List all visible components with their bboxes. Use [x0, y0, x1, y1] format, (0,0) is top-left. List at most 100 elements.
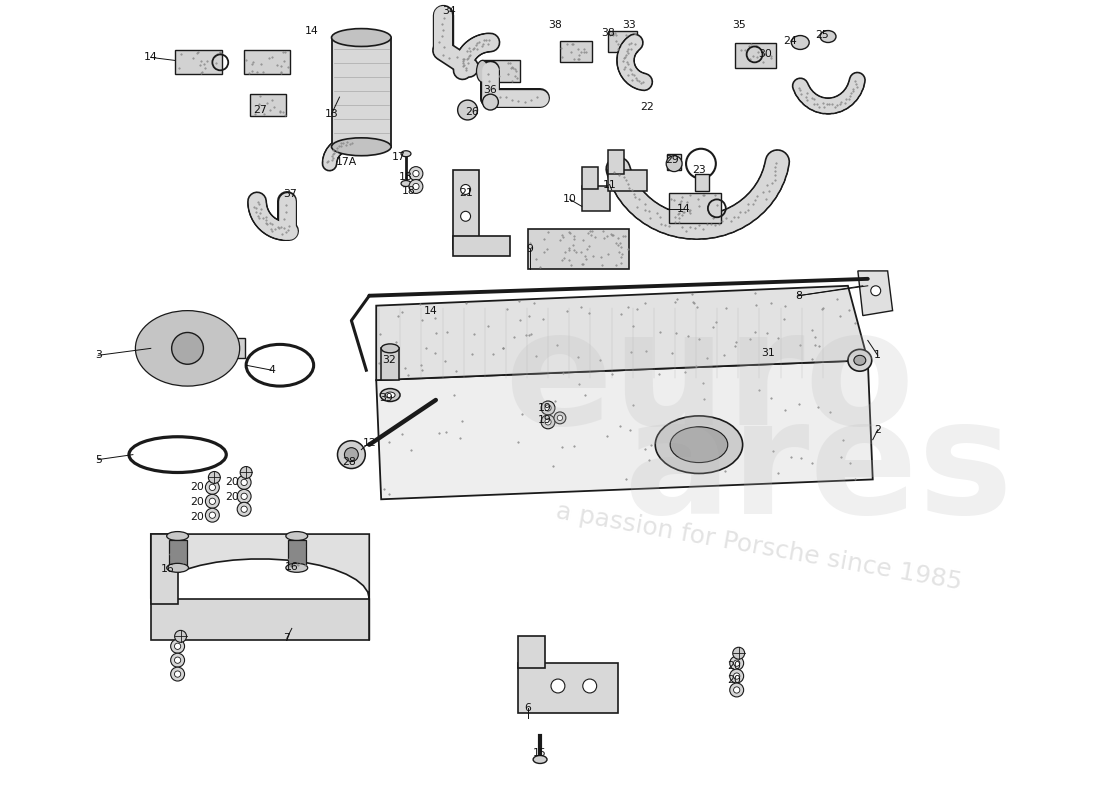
Circle shape [412, 183, 419, 190]
Circle shape [409, 179, 422, 194]
Polygon shape [376, 360, 872, 499]
Text: 28: 28 [342, 457, 356, 466]
Text: 17: 17 [393, 152, 406, 162]
Circle shape [238, 490, 251, 503]
Circle shape [541, 415, 556, 429]
Text: 14: 14 [144, 52, 157, 62]
Bar [483, 60, 520, 82]
Circle shape [209, 484, 216, 490]
Bar [331, 38, 392, 146]
Polygon shape [518, 636, 544, 668]
Ellipse shape [476, 60, 488, 82]
Circle shape [238, 475, 251, 490]
Circle shape [175, 671, 180, 678]
Ellipse shape [402, 181, 411, 186]
Text: 14: 14 [424, 306, 438, 316]
Ellipse shape [382, 344, 399, 353]
Circle shape [208, 471, 220, 483]
Text: 3: 3 [95, 350, 101, 360]
Text: ares: ares [623, 392, 1013, 547]
Circle shape [544, 405, 551, 411]
Text: 17A: 17A [336, 157, 358, 166]
Text: 7: 7 [284, 634, 290, 643]
Bar [244, 50, 289, 74]
Ellipse shape [402, 150, 411, 157]
Text: 18: 18 [403, 186, 416, 197]
Text: 19: 19 [538, 403, 552, 413]
Circle shape [338, 441, 365, 469]
Circle shape [733, 647, 745, 659]
Text: 23: 23 [692, 165, 706, 174]
Polygon shape [695, 174, 708, 191]
Circle shape [241, 479, 248, 486]
Text: 20: 20 [190, 482, 205, 492]
Circle shape [667, 156, 682, 171]
Circle shape [734, 673, 740, 679]
Circle shape [461, 211, 471, 222]
Circle shape [544, 418, 551, 425]
Ellipse shape [167, 531, 188, 541]
Ellipse shape [331, 138, 392, 156]
Bar [382, 348, 399, 380]
Polygon shape [518, 663, 617, 713]
Polygon shape [607, 170, 647, 191]
Text: 13: 13 [324, 109, 339, 119]
Text: 11: 11 [603, 179, 616, 190]
Ellipse shape [286, 531, 308, 541]
Bar [250, 94, 286, 116]
Text: 4: 4 [268, 366, 275, 375]
Text: 20: 20 [727, 661, 740, 671]
Ellipse shape [821, 30, 836, 42]
Bar [168, 540, 187, 568]
Ellipse shape [656, 416, 743, 474]
Text: 6: 6 [525, 703, 531, 713]
Text: 5: 5 [95, 454, 101, 465]
Circle shape [170, 639, 185, 654]
Circle shape [209, 498, 216, 505]
Ellipse shape [534, 755, 547, 763]
Circle shape [729, 656, 744, 670]
Circle shape [729, 683, 744, 697]
Text: 2: 2 [874, 425, 881, 434]
Ellipse shape [154, 324, 221, 373]
Polygon shape [208, 338, 245, 358]
Text: 14: 14 [678, 204, 691, 214]
Text: 32: 32 [383, 355, 396, 366]
Circle shape [238, 502, 251, 516]
Polygon shape [582, 166, 597, 190]
Ellipse shape [854, 355, 866, 366]
Text: 26: 26 [465, 107, 480, 117]
Text: 21: 21 [459, 189, 473, 198]
Circle shape [734, 660, 740, 666]
Circle shape [409, 166, 422, 181]
Polygon shape [376, 286, 868, 380]
Text: 38: 38 [601, 27, 615, 38]
Circle shape [241, 493, 248, 499]
Circle shape [558, 415, 562, 421]
Bar [607, 30, 637, 53]
Text: 8: 8 [795, 290, 802, 301]
Text: 16: 16 [161, 564, 175, 574]
Text: 31: 31 [761, 348, 776, 358]
Text: 33: 33 [623, 20, 636, 30]
Bar [175, 50, 222, 74]
Circle shape [209, 512, 216, 518]
Bar [288, 540, 306, 568]
Bar [735, 42, 777, 68]
Bar [528, 229, 629, 269]
Circle shape [729, 669, 744, 683]
Text: 29: 29 [666, 154, 679, 165]
Text: 12: 12 [362, 438, 376, 448]
Polygon shape [453, 236, 510, 256]
Polygon shape [582, 186, 609, 211]
Circle shape [734, 687, 740, 693]
Ellipse shape [381, 389, 400, 402]
Text: 35: 35 [732, 20, 746, 30]
Text: 34: 34 [442, 6, 455, 16]
Bar [560, 41, 592, 62]
Circle shape [461, 185, 471, 194]
Polygon shape [668, 154, 681, 170]
Circle shape [206, 481, 219, 494]
Text: 24: 24 [783, 35, 798, 46]
Ellipse shape [670, 427, 728, 462]
